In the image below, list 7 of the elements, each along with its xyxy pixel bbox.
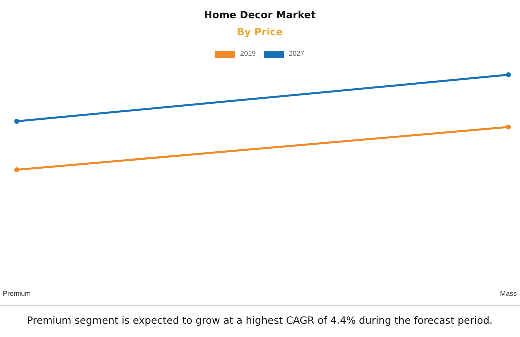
chart-subtitle: By Price (236, 28, 284, 38)
point (14, 119, 20, 124)
point (506, 124, 512, 130)
point (14, 168, 20, 172)
point (506, 72, 512, 78)
chart-title: Home Decor Market (204, 10, 316, 22)
text: Premium segment is expected to grow at a highest CAGR of 4.4% during the forecast period. (26, 316, 494, 327)
